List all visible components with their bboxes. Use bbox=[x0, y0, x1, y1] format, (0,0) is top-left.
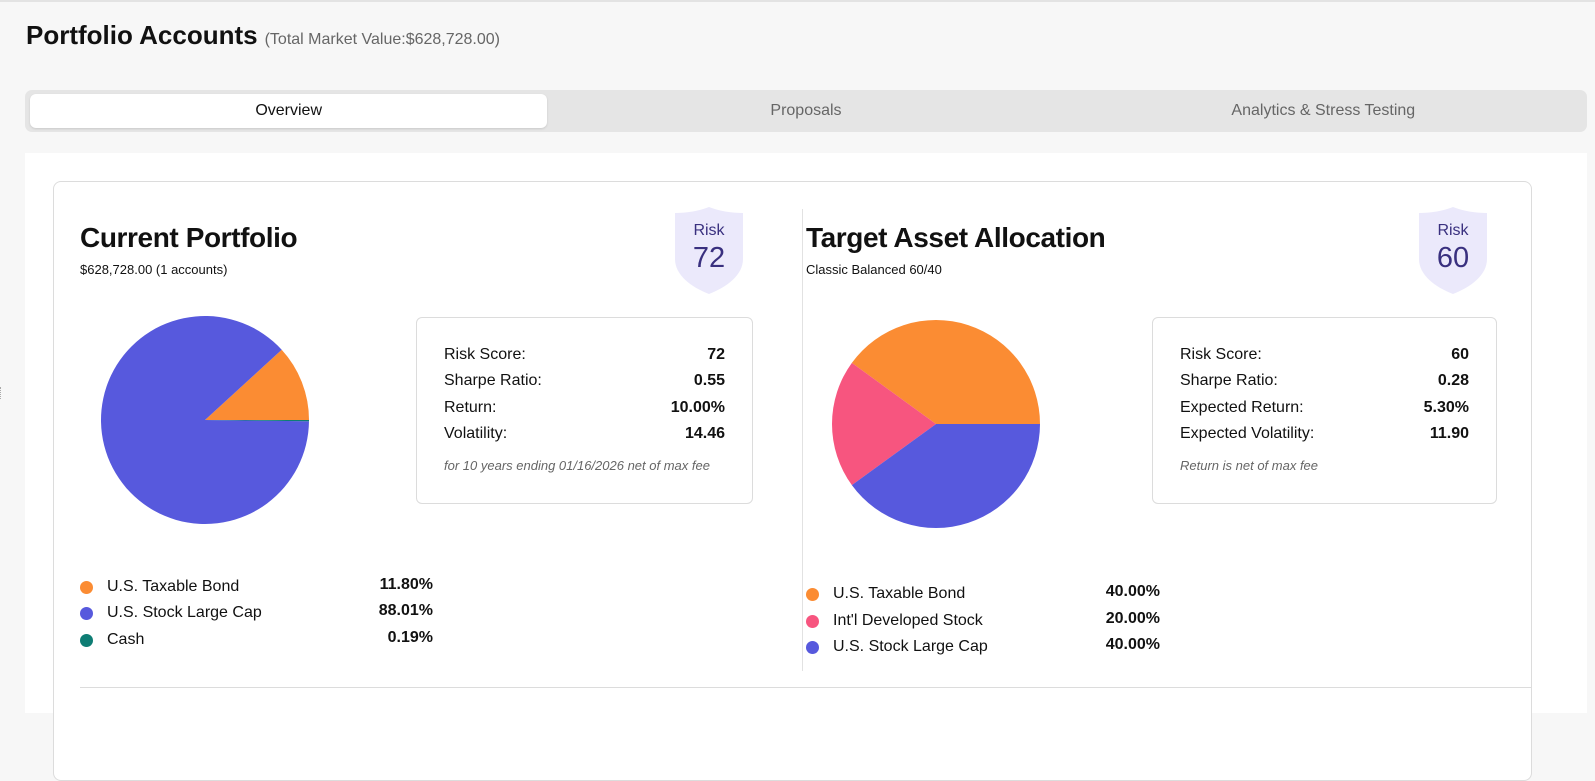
current-portfolio-pie bbox=[101, 316, 309, 524]
tab-proposals[interactable]: Proposals bbox=[770, 102, 842, 119]
stat-value: 14.46 bbox=[684, 425, 725, 442]
legend-label: Cash bbox=[107, 631, 145, 648]
stat-label: Sharpe Ratio: bbox=[444, 372, 542, 389]
total-market-value: (Total Market Value:$628,728.00) bbox=[264, 31, 500, 48]
top-border bbox=[0, 0, 1595, 2]
shield-icon bbox=[675, 207, 743, 294]
legend-pct: 0.19% bbox=[387, 629, 433, 646]
legend-item: U.S. Taxable Bond bbox=[80, 576, 239, 598]
current-portfolio-value: $628,728.00 (1 accounts) bbox=[80, 262, 228, 277]
legend-label: U.S. Taxable Bond bbox=[107, 578, 240, 595]
target-model-name: Classic Balanced 60/40 bbox=[806, 262, 942, 277]
stat-value: 0.55 bbox=[693, 372, 725, 389]
legend-label: U.S. Stock Large Cap bbox=[107, 604, 262, 621]
stat-label: Expected Return: bbox=[1180, 399, 1304, 416]
pie-slice-u-s-stock-large-cap[interactable] bbox=[101, 316, 309, 524]
pie-slice-cash[interactable] bbox=[205, 420, 309, 422]
target-allocation-title: Target Asset Allocation bbox=[806, 222, 1106, 253]
stat-value: 0.28 bbox=[1437, 372, 1469, 389]
target-allocation-pie bbox=[832, 320, 1040, 528]
legend-item: U.S. Taxable Bond bbox=[806, 583, 965, 605]
section-divider bbox=[802, 209, 803, 671]
legend-pct: 40.00% bbox=[1105, 583, 1160, 600]
stats-note: for 10 years ending 01/16/2026 net of ma… bbox=[444, 458, 710, 473]
stat-label: Volatility: bbox=[444, 425, 508, 442]
stat-label: Risk Score: bbox=[1180, 346, 1262, 363]
stats-note: Return is net of max fee bbox=[1180, 458, 1319, 473]
legend-dot bbox=[806, 640, 819, 654]
risk-label: Risk bbox=[1437, 222, 1469, 239]
current-stats-box: Risk Score: 72 Sharpe Ratio: 0.55 Return… bbox=[416, 317, 753, 504]
tab-analytics-stress-testing[interactable]: Analytics & Stress Testing bbox=[1231, 102, 1416, 119]
tab-overview[interactable]: Overview bbox=[30, 94, 548, 128]
risk-value: 60 bbox=[1436, 242, 1470, 274]
legend-item: Cash bbox=[80, 629, 144, 651]
stat-row: Sharpe Ratio: 0.28 bbox=[1180, 370, 1469, 392]
pie-slice-u-s-stock-large-cap[interactable] bbox=[851, 424, 1040, 528]
page-title: Portfolio Accounts bbox=[26, 20, 258, 50]
current-risk-badge: Risk 72 bbox=[671, 205, 747, 295]
legend-pct: 11.80% bbox=[379, 576, 433, 593]
stat-label: Sharpe Ratio: bbox=[1180, 372, 1278, 389]
risk-value: 72 bbox=[692, 242, 726, 274]
legend-dot bbox=[80, 606, 93, 620]
stat-label: Return: bbox=[444, 399, 497, 416]
legend-item: Int'l Developed Stock bbox=[806, 610, 983, 632]
legend-dot bbox=[806, 587, 819, 601]
stat-value: 72 bbox=[707, 346, 725, 363]
pie-slice-int-l-developed-stock[interactable] bbox=[832, 362, 936, 486]
pie-slice-u-s-taxable-bond[interactable] bbox=[205, 349, 309, 420]
risk-label: Risk bbox=[693, 222, 725, 239]
legend-label: U.S. Stock Large Cap bbox=[833, 638, 988, 655]
legend-pct: 88.01% bbox=[378, 602, 433, 619]
next-card-edge bbox=[80, 687, 1532, 688]
shield-icon bbox=[1419, 207, 1487, 294]
current-portfolio-title: Current Portfolio bbox=[80, 222, 298, 253]
legend-label: U.S. Taxable Bond bbox=[833, 585, 966, 602]
page-header: Portfolio Accounts (Total Market Value:$… bbox=[26, 20, 500, 51]
stat-value: 60 bbox=[1451, 346, 1469, 363]
legend-dot bbox=[80, 580, 93, 594]
stat-row: Sharpe Ratio: 0.55 bbox=[444, 370, 725, 392]
stat-row: Risk Score: 72 bbox=[444, 344, 725, 366]
stat-label: Risk Score: bbox=[444, 346, 526, 363]
stat-value: 11.90 bbox=[1429, 425, 1469, 442]
legend-pct: 20.00% bbox=[1105, 610, 1160, 627]
resize-handle[interactable] bbox=[0, 387, 4, 399]
target-risk-badge: Risk 60 bbox=[1415, 205, 1491, 295]
legend-pct: 40.00% bbox=[1105, 636, 1160, 653]
target-stats-box: Risk Score: 60 Sharpe Ratio: 0.28 Expect… bbox=[1152, 317, 1497, 504]
legend-dot bbox=[806, 614, 819, 628]
legend-dot bbox=[80, 633, 93, 647]
stat-row: Expected Volatility: 11.90 bbox=[1180, 423, 1469, 445]
legend-item: U.S. Stock Large Cap bbox=[80, 602, 262, 624]
legend-label: Int'l Developed Stock bbox=[833, 612, 983, 629]
stat-row: Risk Score: 60 bbox=[1180, 344, 1469, 366]
stat-label: Expected Volatility: bbox=[1180, 425, 1315, 442]
pie-slice-u-s-taxable-bond[interactable] bbox=[851, 320, 1040, 424]
stat-value: 5.30% bbox=[1423, 399, 1469, 416]
stat-row: Expected Return: 5.30% bbox=[1180, 397, 1469, 419]
tab-bar: Overview Proposals Analytics & Stress Te… bbox=[25, 90, 1587, 132]
stat-value: 10.00% bbox=[670, 399, 725, 416]
stat-row: Volatility: 14.46 bbox=[444, 423, 725, 445]
stat-row: Return: 10.00% bbox=[444, 397, 725, 419]
legend-item: U.S. Stock Large Cap bbox=[806, 636, 988, 658]
